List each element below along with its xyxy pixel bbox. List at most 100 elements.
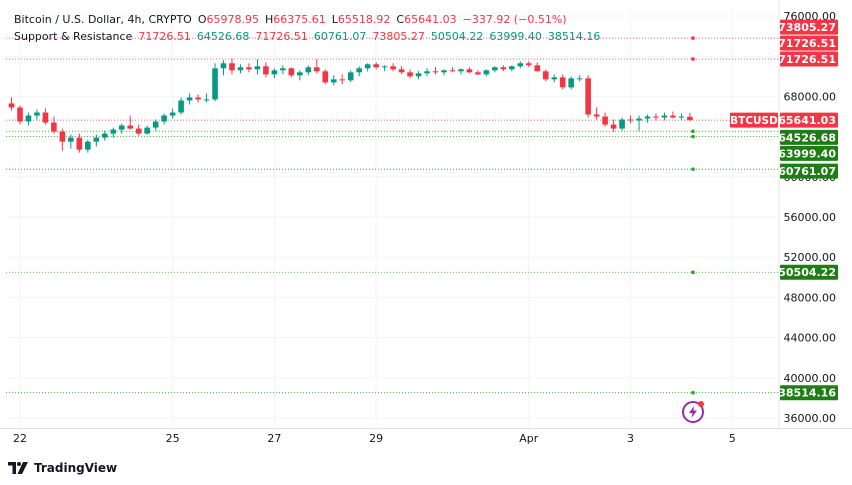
indicator-value: 71726.51 (255, 30, 308, 43)
candle-body (118, 125, 125, 130)
candle-body (25, 115, 32, 122)
candle-body (492, 67, 498, 71)
resistance-badge-bg (780, 35, 838, 51)
candle-body (144, 127, 150, 134)
support-badge-bg (780, 129, 838, 145)
indicator-value: 73805.27 (372, 30, 425, 43)
support-marker (691, 134, 695, 139)
support-badge: 38514.16 (778, 387, 836, 400)
candle-body (280, 68, 286, 71)
support-marker (691, 129, 695, 134)
candle-body (661, 115, 668, 118)
candle-body (644, 116, 651, 119)
x-tick-label: 29 (369, 432, 383, 445)
support-badge-bg (780, 163, 838, 179)
candle-body (254, 66, 261, 70)
candlestick-series (8, 58, 693, 153)
candle-body (610, 124, 617, 129)
candle-body (407, 72, 413, 77)
ohlc-close: C65641.03 (396, 11, 456, 28)
support-resistance-lines (6, 36, 779, 395)
candle-body (364, 64, 371, 69)
candle-body (415, 73, 422, 77)
candle-body (93, 137, 100, 142)
candle-body (517, 63, 524, 67)
candle-body (568, 78, 574, 88)
candle-body (85, 141, 91, 150)
candle-body (127, 125, 134, 129)
close-value: 65641.03 (404, 13, 457, 26)
candle-body (593, 114, 600, 117)
candle-body (186, 97, 193, 101)
candle-body (576, 78, 583, 80)
indicator-value: 38514.16 (547, 30, 601, 43)
low-value: 65518.92 (337, 13, 391, 26)
candle-body (534, 65, 541, 72)
candle-body (602, 116, 608, 125)
candle-body (51, 122, 57, 132)
support-badge: 63999.40 (778, 147, 836, 160)
low-label: L (331, 13, 338, 26)
candle-body (263, 66, 269, 75)
symbol-badge-bg (730, 112, 778, 128)
candle-body (68, 137, 74, 142)
tradingview-footer[interactable]: TradingView (8, 459, 117, 477)
support-marker (691, 390, 695, 395)
x-tick-label: 3 (627, 432, 634, 445)
ohlc-low: L65518.92 (332, 11, 391, 28)
candle-body (339, 79, 346, 81)
candle-body (169, 112, 176, 116)
candle-body (559, 77, 566, 88)
x-tick-label: 27 (267, 432, 281, 445)
indicator-name: Support & Resistance (14, 30, 133, 43)
brand-name: TradingView (34, 461, 118, 475)
ohlc-high: H66375.61 (265, 11, 326, 28)
candle-body (59, 131, 66, 142)
candle-body (178, 100, 184, 113)
candle-body (330, 79, 337, 83)
candle-body (313, 67, 320, 72)
candle-body (373, 64, 379, 68)
flash-button[interactable] (682, 401, 704, 423)
support-badge: 50504.22 (778, 266, 836, 279)
resistance-badge-bg (780, 19, 838, 35)
candle-body (687, 116, 693, 121)
candle-body (17, 107, 23, 122)
candle-body (297, 72, 303, 76)
candle-body (246, 67, 252, 70)
candle-body (356, 68, 362, 73)
candle-body (229, 63, 235, 71)
candle-body (500, 67, 507, 70)
y-tick-label: 36000.00 (784, 412, 837, 425)
candle-body (161, 115, 167, 122)
indicator-legend-row[interactable]: Support & Resistance 71726.51 64526.68 7… (14, 28, 600, 45)
notification-dot (698, 401, 704, 407)
support-marker (691, 270, 695, 275)
candle-body (670, 115, 676, 118)
indicator-value: 63999.40 (489, 30, 542, 43)
symbol-legend-row[interactable]: Bitcoin / U.S. Dollar, 4h, CRYPTO O65978… (14, 11, 600, 28)
candle-body (381, 66, 388, 68)
resistance-marker (691, 36, 695, 40)
resistance-badge-bg (780, 51, 838, 67)
indicator-value: 64526.68 (196, 30, 250, 43)
candle-body (475, 72, 481, 75)
y-tick-label: 52000.00 (784, 251, 837, 264)
candle-body (203, 99, 210, 101)
y-tick-label: 48000.00 (784, 291, 837, 304)
candle-body (509, 66, 515, 70)
candle-body (271, 70, 278, 75)
candle-body (466, 69, 473, 73)
candle-body (653, 116, 659, 118)
candle-body (288, 68, 295, 76)
support-badge-bg (780, 145, 838, 161)
x-tick-label: Apr (519, 432, 539, 445)
candle-body (551, 77, 558, 80)
open-label: O (197, 13, 207, 26)
candle-body (347, 72, 354, 81)
y-tick-label: 56000.00 (784, 211, 837, 224)
candle-body (525, 63, 532, 66)
support-badge-bg (780, 264, 838, 280)
y-tick-label: 68000.00 (784, 90, 837, 103)
